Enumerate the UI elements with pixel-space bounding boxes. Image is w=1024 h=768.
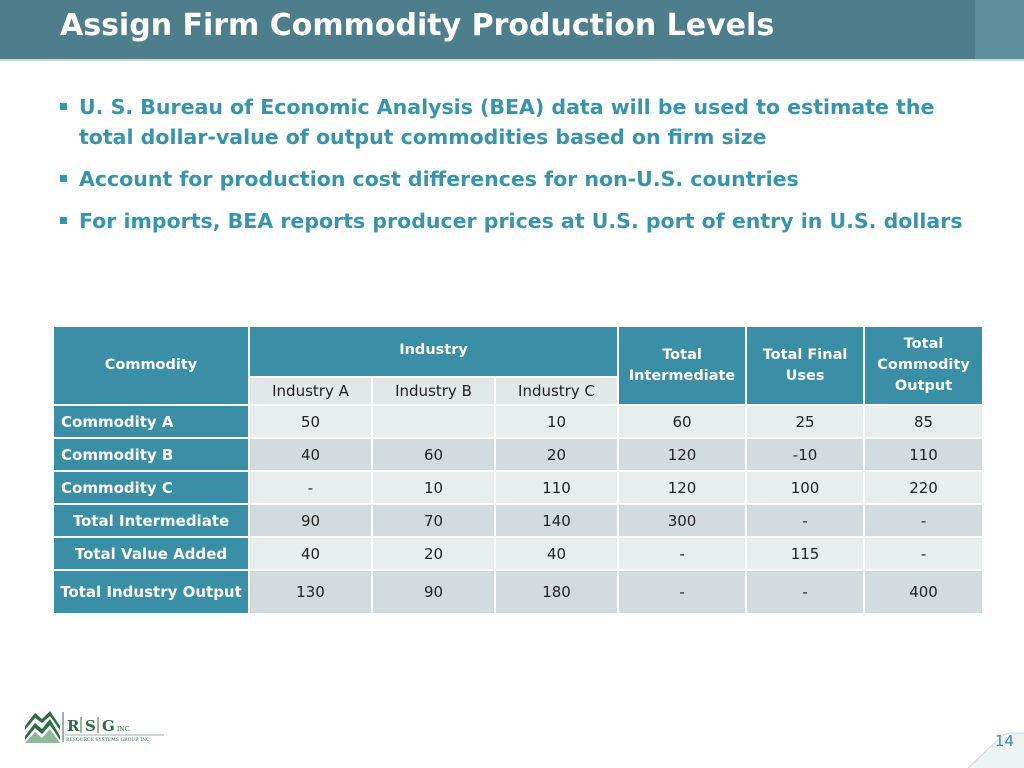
table-cell: - bbox=[745, 503, 866, 538]
table-cell: - bbox=[863, 536, 985, 571]
title-bar-accent bbox=[975, 0, 1024, 59]
col-header-commodity: Commodity bbox=[52, 325, 250, 406]
table-row: Commodity C - 10 110 120 100 220 bbox=[52, 470, 985, 505]
table-cell: -10 bbox=[745, 437, 866, 472]
table-row: Commodity B 40 60 20 120 -10 110 bbox=[52, 437, 985, 472]
table-cell: - bbox=[617, 569, 748, 615]
table-cell: 10 bbox=[493, 404, 620, 439]
row-label: Total Industry Output bbox=[52, 569, 250, 615]
row-label: Commodity B bbox=[52, 437, 250, 472]
table-cell: - bbox=[617, 536, 748, 571]
row-label: Commodity C bbox=[52, 470, 250, 505]
bullet-square-icon bbox=[60, 175, 67, 182]
table-cell: 400 bbox=[863, 569, 985, 615]
table-row: Total Intermediate 90 70 140 300 - - bbox=[52, 503, 985, 538]
table-cell: 40 bbox=[248, 437, 373, 472]
commodity-table: Commodity Industry Total Intermediate To… bbox=[52, 325, 985, 615]
table-cell: 20 bbox=[493, 437, 620, 472]
logo-letter: S bbox=[85, 717, 96, 735]
table-cell: 50 bbox=[248, 404, 373, 439]
table-cell: 60 bbox=[371, 437, 496, 472]
table-cell: 110 bbox=[493, 470, 620, 505]
table-row: Total Industry Output 130 90 180 - - 400 bbox=[52, 569, 985, 615]
table-cell: 85 bbox=[863, 404, 985, 439]
col-header-industry: Industry bbox=[247, 325, 620, 378]
logo-tagline: RESOURCE SYSTEMS GROUP, INC. bbox=[66, 737, 151, 743]
bullet-item: U. S. Bureau of Economic Analysis (BEA) … bbox=[58, 92, 988, 152]
table-cell: 180 bbox=[493, 569, 620, 615]
slide-title: Assign Firm Commodity Production Levels bbox=[60, 8, 775, 43]
table-cell: 300 bbox=[617, 503, 748, 538]
table-cell: 90 bbox=[248, 503, 373, 538]
table-cell: 110 bbox=[863, 437, 985, 472]
col-header-total-intermediate: Total Intermediate bbox=[617, 325, 748, 406]
col-header-industry-b: Industry B bbox=[371, 376, 496, 406]
rsg-logo-icon: R S G INC. RESOURCE SYSTEMS GROUP, INC. bbox=[25, 711, 164, 743]
bullet-item: Account for production cost differences … bbox=[58, 164, 988, 194]
table-cell: 70 bbox=[371, 503, 496, 538]
bullet-list: U. S. Bureau of Economic Analysis (BEA) … bbox=[58, 92, 988, 248]
table-cell: 90 bbox=[371, 569, 496, 615]
bullet-item: For imports, BEA reports producer prices… bbox=[58, 206, 988, 236]
table-cell: 60 bbox=[617, 404, 748, 439]
table-cell: 40 bbox=[493, 536, 620, 571]
table-cell: - bbox=[863, 503, 985, 538]
table-cell: 20 bbox=[371, 536, 496, 571]
table-cell: 220 bbox=[863, 470, 985, 505]
col-header-total-commodity-output: Total Commodity Output bbox=[863, 325, 985, 406]
table-cell: 130 bbox=[248, 569, 373, 615]
title-bar bbox=[0, 0, 975, 59]
table-cell: - bbox=[745, 569, 866, 615]
table-cell: 115 bbox=[745, 536, 866, 571]
table-cell: 140 bbox=[493, 503, 620, 538]
table-cell bbox=[371, 404, 496, 439]
company-logo: R S G INC. RESOURCE SYSTEMS GROUP, INC. bbox=[24, 710, 169, 750]
row-label: Commodity A bbox=[52, 404, 250, 439]
logo-suffix: INC. bbox=[117, 726, 131, 733]
table-cell: 25 bbox=[745, 404, 866, 439]
corner-accent bbox=[968, 732, 1024, 768]
page-number: 14 bbox=[994, 732, 1014, 750]
table-row: Total Value Added 40 20 40 - 115 - bbox=[52, 536, 985, 571]
table-cell: - bbox=[248, 470, 373, 505]
col-header-industry-c: Industry C bbox=[493, 376, 620, 406]
row-label: Total Intermediate bbox=[52, 503, 250, 538]
logo-letter: R bbox=[67, 717, 80, 735]
table-cell: 120 bbox=[617, 470, 748, 505]
logo-letter: G bbox=[102, 717, 115, 735]
table-cell: 40 bbox=[248, 536, 373, 571]
row-label: Total Value Added bbox=[52, 536, 250, 571]
bullet-square-icon bbox=[60, 217, 67, 224]
title-divider bbox=[0, 59, 1024, 61]
table-cell: 120 bbox=[617, 437, 748, 472]
table-cell: 100 bbox=[745, 470, 866, 505]
col-header-total-final-uses: Total Final Uses bbox=[745, 325, 866, 406]
table-row: Commodity A 50 10 60 25 85 bbox=[52, 404, 985, 439]
table-cell: 10 bbox=[371, 470, 496, 505]
col-header-industry-a: Industry A bbox=[248, 376, 373, 406]
bullet-square-icon bbox=[60, 103, 67, 110]
